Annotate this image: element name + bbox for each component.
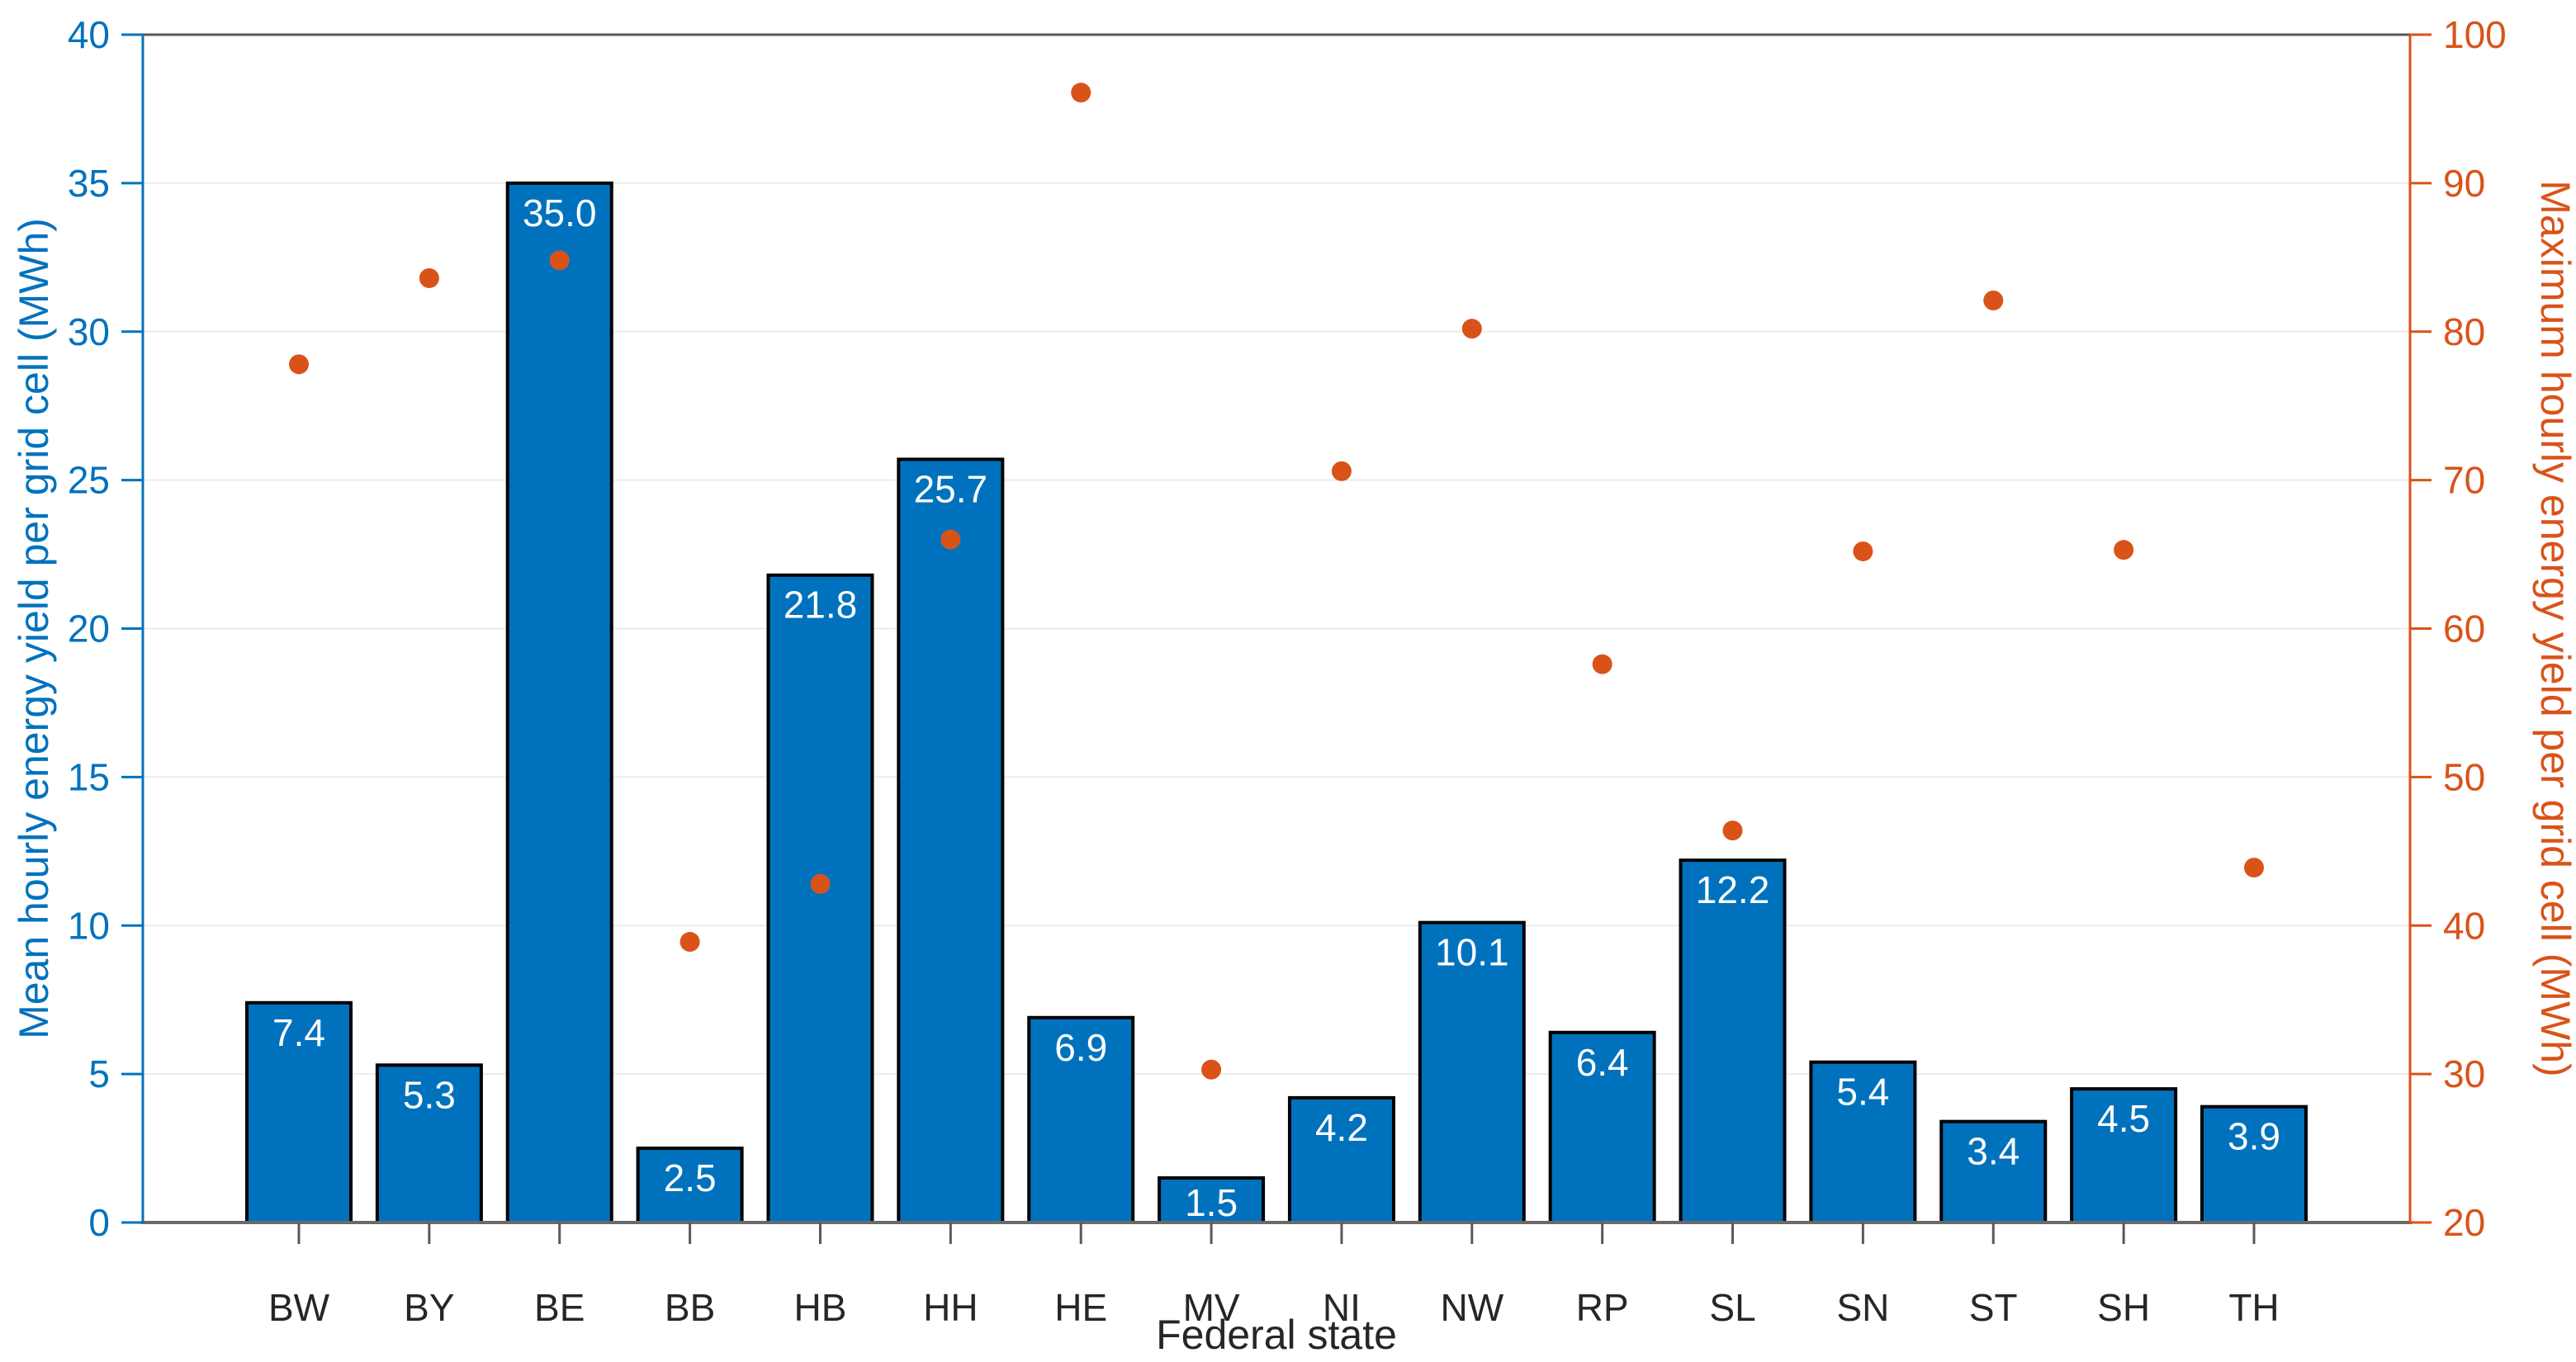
bar [766, 573, 874, 1224]
x-tick-label: NW [1440, 1286, 1503, 1329]
bar-value-label: 12.2 [1696, 868, 1770, 911]
bar [1158, 1176, 1266, 1224]
y-left-tick-label: 30 [68, 310, 110, 353]
x-tick-label: HB [794, 1286, 847, 1329]
bar-value-label: 10.1 [1435, 931, 1509, 974]
bar [1548, 1030, 1656, 1225]
bar [1027, 1015, 1135, 1224]
max-yield-dot [940, 529, 961, 550]
y-left-tick-label: 15 [68, 755, 110, 798]
bar [375, 1063, 483, 1225]
max-yield-dot [419, 267, 439, 288]
y-left-tick-label: 5 [88, 1052, 110, 1095]
max-yield-dot [1722, 821, 1743, 841]
y-right-tick-label: 60 [2443, 608, 2485, 650]
x-tick-label: SH [2097, 1286, 2150, 1329]
x-tick-label: BW [268, 1286, 330, 1329]
y-right-tick-label: 40 [2443, 904, 2485, 947]
x-tick-label: MV [1183, 1286, 1240, 1329]
max-yield-dot [1592, 654, 1612, 674]
max-yield-dot [2244, 858, 2264, 878]
y-right-axis-label: Maximum hourly energy yield per grid cel… [2532, 180, 2576, 1076]
x-tick-label: RP [1576, 1286, 1629, 1329]
x-tick-label: BY [404, 1286, 454, 1329]
y-left-tick-label: 10 [68, 904, 110, 947]
max-yield-dot [1331, 461, 1352, 481]
y-right-tick-label: 90 [2443, 162, 2485, 205]
y-left-tick-label: 20 [68, 608, 110, 650]
x-tick-label: BE [534, 1286, 585, 1329]
y-left-axis-label: Mean hourly energy yield per grid cell (… [11, 218, 57, 1039]
max-yield-dot [1853, 541, 1873, 561]
bar-value-label: 3.4 [1967, 1130, 2020, 1173]
bar [897, 457, 1005, 1224]
x-tick-label: HE [1054, 1286, 1107, 1329]
y-left-tick-label: 40 [68, 13, 110, 56]
x-tick-label: BB [665, 1286, 715, 1329]
max-yield-dot [2114, 540, 2134, 560]
y-right-tick-label: 100 [2443, 13, 2507, 56]
bar-value-label: 2.5 [664, 1156, 717, 1199]
y-right-tick-label: 20 [2443, 1201, 2485, 1244]
max-yield-dot [1201, 1059, 1222, 1080]
y-right-tick-label: 30 [2443, 1052, 2485, 1095]
max-yield-dot [289, 354, 309, 375]
bar-value-label: 3.9 [2228, 1115, 2280, 1158]
bar-value-label: 25.7 [914, 467, 988, 510]
bar [505, 181, 613, 1224]
bar-value-label: 6.9 [1054, 1026, 1107, 1069]
bar-value-label: 35.0 [523, 192, 597, 234]
max-yield-dot [1461, 319, 1482, 339]
x-tick-label: ST [1969, 1286, 2018, 1329]
bar [2200, 1104, 2308, 1225]
bar-value-label: 4.5 [2097, 1097, 2150, 1140]
y-left-tick-label: 35 [68, 162, 110, 205]
bar-value-label: 6.4 [1576, 1041, 1629, 1084]
bar [2070, 1087, 2178, 1225]
max-yield-dot [549, 250, 570, 271]
y-right-tick-label: 80 [2443, 310, 2485, 353]
x-tick-label: SN [1836, 1286, 1889, 1329]
bar-value-label: 21.8 [784, 584, 858, 627]
y-right-tick-label: 50 [2443, 755, 2485, 798]
bar [1418, 920, 1526, 1224]
bar [1939, 1119, 2048, 1225]
bar-value-label: 5.4 [1836, 1071, 1889, 1114]
bar-value-label: 1.5 [1185, 1181, 1238, 1224]
bar-value-label: 5.3 [403, 1073, 456, 1116]
x-tick-label: TH [2228, 1286, 2279, 1329]
y-left-tick-label: 25 [68, 459, 110, 502]
x-tick-label: NI [1323, 1286, 1361, 1329]
y-left-tick-label: 0 [88, 1201, 110, 1244]
bar [636, 1147, 744, 1224]
max-yield-dot [680, 932, 700, 953]
max-yield-dot [810, 873, 831, 894]
bar [1287, 1095, 1395, 1225]
bar [1679, 858, 1787, 1224]
max-yield-dot [1983, 290, 2004, 310]
bar-value-label: 7.4 [272, 1011, 325, 1054]
y-right-tick-label: 70 [2443, 459, 2485, 502]
bar-value-label: 4.2 [1315, 1106, 1368, 1149]
x-axis-label: Federal state [1156, 1312, 1397, 1358]
x-tick-label: SL [1709, 1286, 1755, 1329]
max-yield-dot [1071, 83, 1091, 103]
x-tick-label: HH [923, 1286, 978, 1329]
